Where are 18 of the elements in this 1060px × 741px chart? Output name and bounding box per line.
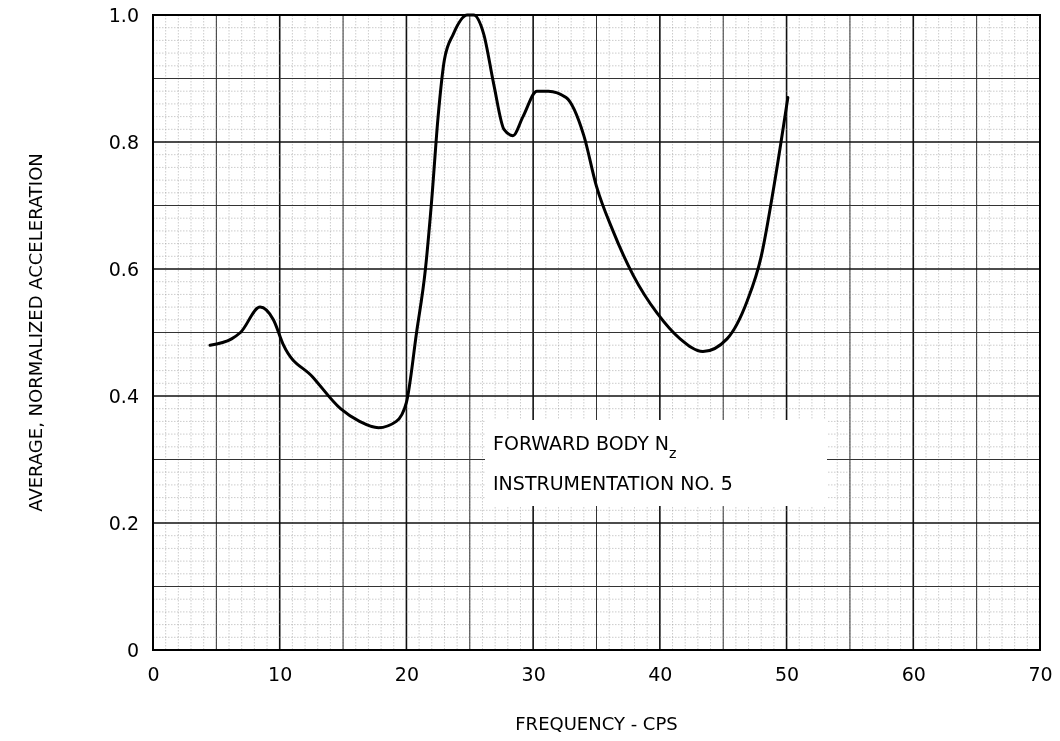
x-tick-label: 10 bbox=[268, 663, 293, 686]
x-tick-label: 70 bbox=[1028, 663, 1053, 686]
annotation: INSTRUMENTATION NO. 5 bbox=[493, 472, 733, 494]
y-tick-label: 0 bbox=[126, 638, 139, 661]
y-tick-label: 0.2 bbox=[108, 511, 139, 534]
x-tick-label: 30 bbox=[521, 663, 546, 686]
x-tick-label: 50 bbox=[774, 663, 800, 686]
annotation: FORWARD BODY N$_{z}$ bbox=[493, 432, 677, 461]
x-tick-label: 0 bbox=[147, 663, 160, 686]
x-axis-title: FREQUENCY - CPS bbox=[515, 713, 678, 734]
x-tick-label: 40 bbox=[648, 663, 673, 686]
y-tick-label: 0.6 bbox=[108, 257, 139, 280]
x-tick-label: 20 bbox=[394, 663, 420, 686]
y-tick-label: 0.4 bbox=[108, 384, 139, 407]
y-axis-title: AVERAGE, NORMALIZED ACCELERATION bbox=[25, 153, 46, 512]
y-tick-label: 0.8 bbox=[108, 130, 139, 153]
x-tick-label: 60 bbox=[901, 663, 926, 686]
y-tick-label: 1.0 bbox=[108, 3, 139, 26]
